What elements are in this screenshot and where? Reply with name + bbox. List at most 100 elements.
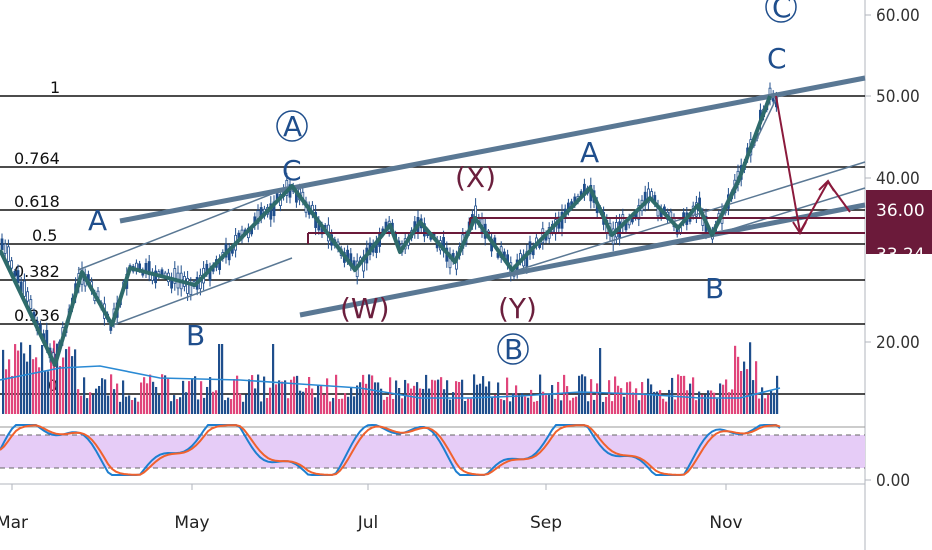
volume-bar	[353, 396, 356, 414]
elliott-wave-path[interactable]	[0, 95, 772, 367]
volume-bar	[299, 390, 302, 414]
time-axis[interactable]: Mar May Jul Sep Nov	[0, 484, 743, 533]
volume-bar	[662, 398, 665, 414]
price-tag-label: 36.00	[876, 201, 925, 221]
volume-bar	[476, 384, 479, 414]
volume-bar	[713, 392, 716, 414]
upper-channel-line[interactable]	[119, 75, 866, 224]
volume-bar	[725, 379, 728, 414]
volume-bar	[95, 388, 98, 414]
volume-bar	[323, 394, 326, 414]
volume-bar	[557, 381, 560, 414]
volume-bar	[494, 394, 497, 414]
volume-bar	[647, 378, 650, 414]
volume-bar	[68, 346, 71, 414]
volume-bar	[461, 379, 464, 414]
volume-bar	[62, 357, 65, 414]
volume-bar	[638, 400, 641, 414]
volume-bar	[35, 357, 38, 414]
volume-bar	[491, 396, 494, 414]
volume-bar	[158, 394, 161, 414]
volume-bar	[752, 380, 755, 414]
volume-bar	[575, 396, 578, 414]
volume-bar	[59, 365, 62, 414]
volume-bar	[8, 359, 11, 414]
volume-bar	[386, 396, 389, 414]
volume-bar	[590, 379, 593, 414]
y-tick-label: 40.00	[876, 169, 920, 189]
volume-bar	[425, 374, 428, 414]
volume-bar	[122, 380, 125, 414]
volume-bar	[215, 390, 218, 414]
volume-bar	[260, 401, 263, 414]
price-axis[interactable]: 60.00 50.00 40.00 20.00 0.00	[865, 6, 920, 491]
volume-bar	[179, 397, 182, 414]
volume-bar	[257, 374, 260, 414]
volume-bar	[410, 388, 413, 414]
volume-bar	[737, 356, 740, 414]
x-tick-label: May	[174, 513, 209, 533]
volume-bar	[452, 392, 455, 414]
volume-bar	[368, 374, 371, 414]
volume-bar	[44, 371, 47, 414]
volume-bar	[560, 400, 563, 414]
volume-bar	[50, 350, 53, 414]
volume-bar	[686, 390, 689, 414]
volume-bar	[500, 398, 503, 414]
volume-bar	[773, 392, 776, 414]
volume-bar	[80, 395, 83, 414]
lower-channel-line[interactable]	[299, 202, 866, 318]
volume-bar	[104, 379, 107, 414]
volume-bar	[317, 385, 320, 414]
volume-bar	[188, 381, 191, 414]
volume-bar	[26, 361, 29, 414]
fib-level-label: 0.5	[32, 226, 57, 245]
circled-b-ring	[497, 333, 529, 365]
volume-bar	[503, 400, 506, 414]
volume-bar	[521, 393, 524, 414]
y-tick-label: 20.00	[876, 333, 920, 353]
volume-bar	[698, 391, 701, 414]
volume-bar	[302, 391, 305, 414]
volume-bar	[161, 374, 164, 414]
volume-bar	[140, 382, 143, 414]
x-tick-label: Jul	[357, 513, 379, 533]
volume-bar	[314, 397, 317, 414]
projection-path[interactable]	[775, 95, 851, 235]
volume-bar	[11, 375, 14, 414]
volume-bar	[266, 397, 269, 414]
volume-bar	[338, 398, 341, 414]
x-tick-label: Mar	[0, 513, 28, 533]
wave-label-y: (Y)	[498, 292, 537, 325]
volume-bar	[74, 349, 77, 414]
volume-ma-line	[0, 365, 781, 399]
volume-bar	[422, 388, 425, 414]
volume-bar	[98, 385, 101, 414]
inner-channel-upper	[77, 185, 293, 271]
volume-bar	[644, 394, 647, 414]
volume-bar	[170, 401, 173, 414]
volume-bar	[311, 388, 314, 414]
volume-bar	[335, 374, 338, 414]
volume-bar	[548, 393, 551, 414]
volume-bar	[545, 395, 548, 414]
volume-bar	[749, 342, 752, 414]
volume-bar	[14, 344, 17, 414]
volume-bar	[209, 377, 212, 414]
volume-bar	[239, 393, 242, 414]
volume-bar	[389, 377, 392, 414]
volume-bar	[110, 374, 113, 414]
volume-bar	[761, 387, 764, 414]
volume-bar	[746, 369, 749, 414]
volume-bar	[29, 344, 32, 414]
circled-c-ring	[765, 0, 797, 23]
volume-bar	[293, 376, 296, 414]
volume-bar	[176, 399, 179, 414]
volume-bar	[56, 343, 59, 414]
volume-bar	[674, 399, 677, 414]
volume-bar	[419, 388, 422, 414]
volume-bar	[608, 380, 611, 414]
volume-bar	[431, 379, 434, 414]
volume-bar	[89, 392, 92, 414]
